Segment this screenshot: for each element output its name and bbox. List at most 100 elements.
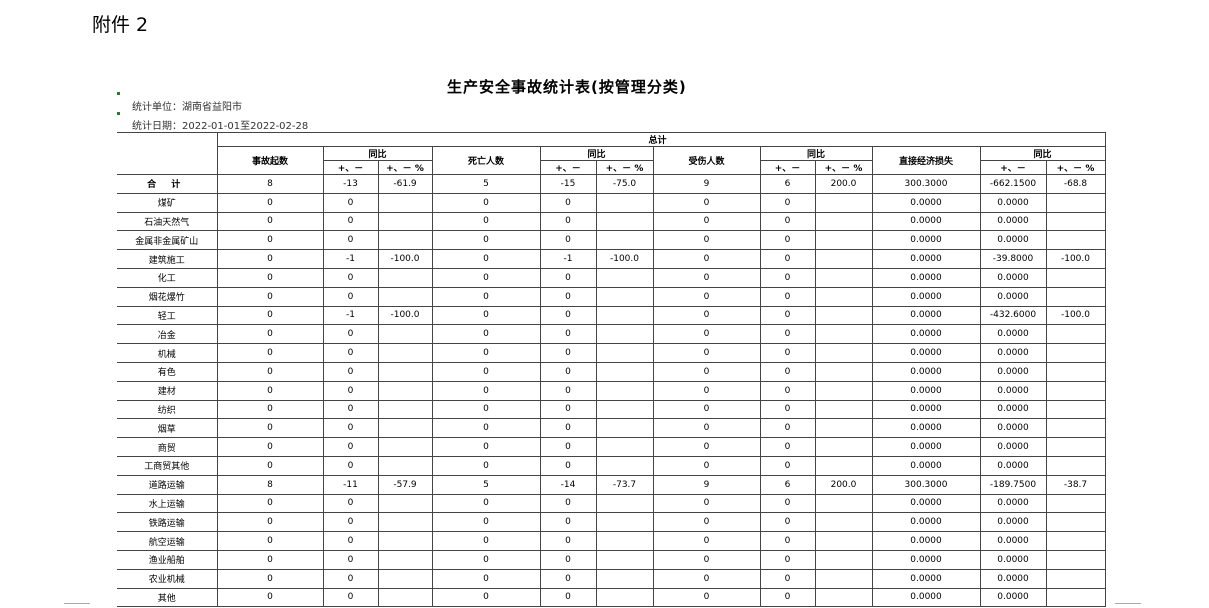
table-row: 冶金 0 0 0 0 0 0 0.0000 0.0000 [117,324,1106,345]
row-label: 航空运输 [117,531,218,551]
header-pct: +、－ % [814,160,873,175]
table-cell: 0 [322,399,379,420]
table-cell: 0.0000 [871,211,981,232]
table-cell: 0 [322,531,379,551]
table-cell: -14 [539,474,597,495]
table-cell: 0 [652,455,761,476]
table-cell [1045,549,1106,570]
table-cell [1045,399,1106,420]
table-cell: 0 [759,512,816,533]
table-cell: 0.0000 [979,230,1047,251]
table-cell: 0 [759,286,816,307]
table-cell: 0 [652,549,761,570]
header-yoy: 同比 [759,146,873,161]
table-cell: 0 [652,230,761,251]
header-injuries: 受伤人数 [652,146,761,175]
header-deaths: 死亡人数 [431,146,541,175]
table-cell: 0 [216,230,324,251]
table-cell: -100.0 [377,305,433,326]
table-row: 轻工 0 -1 -100.0 0 0 0 0 0.0000 -432.6000 -100.0 [117,305,1106,326]
table-cell [814,211,873,232]
table-cell: 0 [322,587,379,608]
table-cell: 0.0000 [979,568,1047,589]
row-label: 渔业船舶 [117,549,218,570]
table-cell [1045,230,1106,251]
table-cell [814,361,873,382]
table-cell: 9 [652,174,761,194]
table-cell [595,267,654,288]
table-cell [377,267,433,288]
table-cell: 0.0000 [871,512,981,533]
total-row: 合 计 8 -13 -61.9 5 -15 -75.0 9 6 200.0 300.3000 -662… [117,174,1106,194]
table-cell: -100.0 [1045,305,1106,326]
table-cell: 0.0000 [871,549,981,570]
table-cell [814,568,873,589]
table-cell: 0 [759,399,816,420]
table-row: 航空运输 0 0 0 0 0 0 0.0000 0.0000 [117,531,1106,551]
table-cell [595,437,654,457]
table-cell: 0 [322,361,379,382]
table-cell: 0.0000 [871,437,981,457]
row-label: 金属非金属矿山 [117,230,218,251]
table-cell: 0.0000 [871,324,981,345]
table-cell: 0.0000 [871,587,981,608]
header-pct: +、－ % [1045,160,1106,175]
table-row: 道路运输 8 -11 -57.9 5 -14 -73.7 9 6 200.0 300.3000 -18… [117,474,1106,495]
table-cell [595,305,654,326]
table-cell: 0 [431,587,541,608]
table-cell: 0 [216,493,324,514]
table-cell: 0 [539,324,597,345]
table-row: 纺织 0 0 0 0 0 0 0.0000 0.0000 [117,399,1106,420]
table-cell [1045,343,1106,363]
table-cell: 0.0000 [979,192,1047,213]
table-cell: 0.0000 [871,267,981,288]
table-cell: -68.8 [1045,174,1106,194]
table-cell: 0 [431,418,541,439]
table-cell [595,399,654,420]
table-cell: 0 [216,286,324,307]
table-cell: 8 [216,474,324,495]
table-cell: 0.0000 [979,455,1047,476]
table-cell: 0.0000 [979,324,1047,345]
table-cell: 0 [216,437,324,457]
table-cell: 0.0000 [979,399,1047,420]
table-cell: 0 [216,343,324,363]
table-cell: 0.0000 [979,267,1047,288]
table-cell: 0 [539,192,597,213]
table-cell: 0.0000 [871,343,981,363]
table-row: 农业机械 0 0 0 0 0 0 0.0000 0.0000 [117,568,1106,589]
table-cell [377,286,433,307]
table-cell [814,512,873,533]
row-label: 商贸 [117,437,218,457]
table-cell: 0.0000 [979,380,1047,401]
table-cell: 0 [431,267,541,288]
table-cell: 0.0000 [871,249,981,269]
table-cell [1045,361,1106,382]
table-cell: 0 [322,343,379,363]
table-cell: 0 [652,192,761,213]
table-cell: 0 [431,493,541,514]
table-cell [377,324,433,345]
table-cell: 0.0000 [979,587,1047,608]
table-cell: 0 [431,380,541,401]
table-cell: 0 [759,418,816,439]
header-yoy: 同比 [322,146,433,161]
table-cell: -15 [539,174,597,194]
table-cell: -432.6000 [979,305,1047,326]
table-cell [595,211,654,232]
table-cell: 0 [539,343,597,363]
table-cell [1045,587,1106,608]
header-pct: +、－ % [377,160,433,175]
row-label: 机械 [117,343,218,363]
table-cell: 0 [652,305,761,326]
table-cell: 0.0000 [871,361,981,382]
table-cell: 0 [652,418,761,439]
table-cell: 0.0000 [979,418,1047,439]
table-cell: 0.0000 [979,549,1047,570]
table-cell: 0 [759,568,816,589]
header-loss: 直接经济损失 [871,146,981,175]
table-cell [595,493,654,514]
table-cell: 0 [539,230,597,251]
row-label: 石油天然气 [117,211,218,232]
table-cell [595,531,654,551]
